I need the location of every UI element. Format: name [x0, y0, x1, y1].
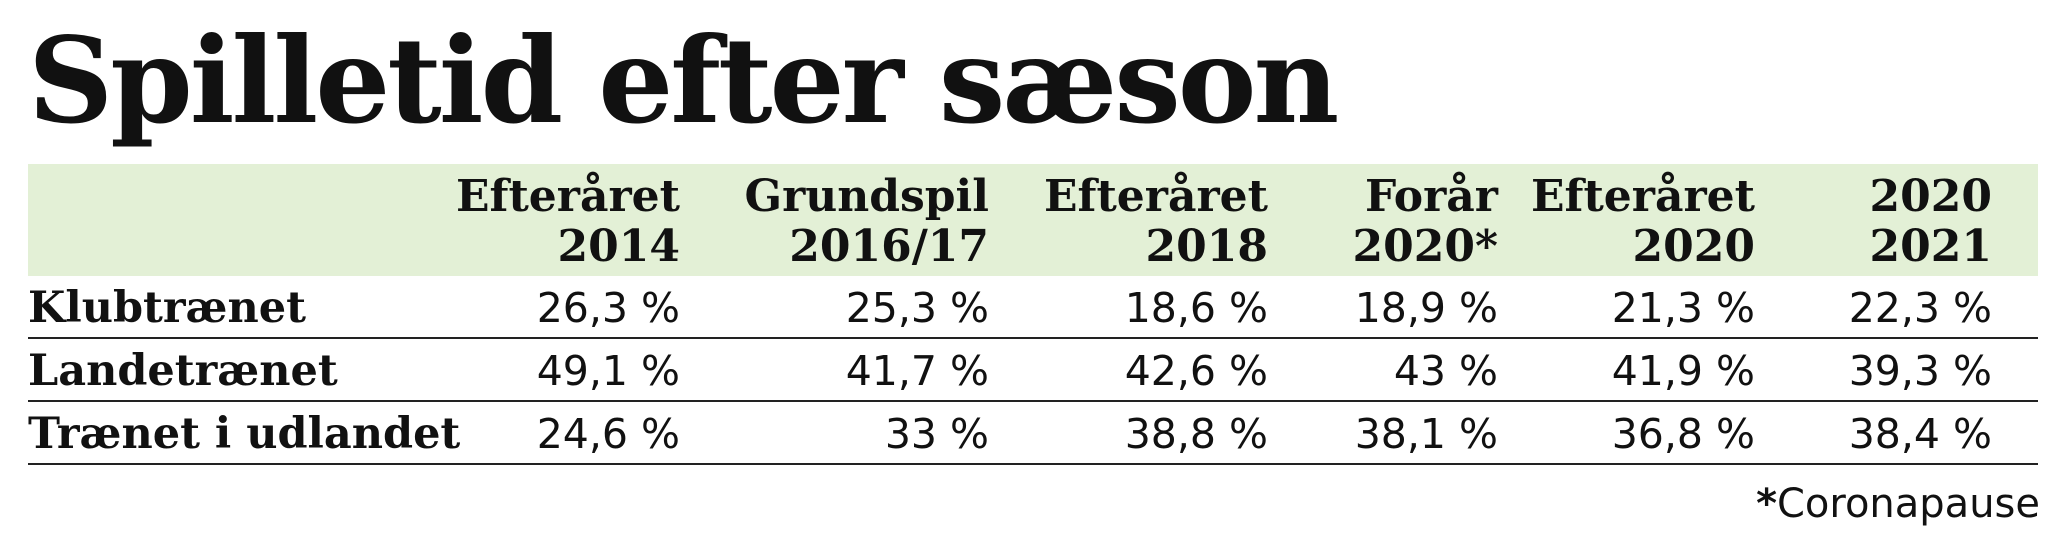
table-cell: 18,9 % — [1354, 284, 1498, 332]
column-header: Grundspil 2016/17 — [745, 172, 989, 272]
table-cell: 38,1 % — [1354, 410, 1498, 458]
table-cell: 25,3 % — [845, 284, 989, 332]
table-cell: 33 % — [884, 410, 989, 458]
chart-title: Spilletid efter sæson — [28, 11, 1339, 150]
table-row: Landetrænet 49,1 % 41,7 % 42,6 % 43 % 41… — [28, 339, 2038, 402]
table-cell: 22,3 % — [1848, 284, 1992, 332]
column-header-line1: Forår — [1364, 171, 1498, 222]
footnote-star: * — [1756, 481, 1777, 527]
column-header-line1: Efteråret — [456, 171, 680, 222]
column-header-line2: 2018 — [1145, 221, 1268, 272]
table-header: Efteråret 2014 Grundspil 2016/17 Efterår… — [28, 164, 2038, 276]
footnote-text: Coronapause — [1776, 481, 2040, 527]
column-header-line2: 2020 — [1632, 221, 1755, 272]
column-header: Efteråret 2018 — [1044, 172, 1268, 272]
row-label: Klubtrænet — [28, 283, 306, 333]
table-cell: 41,9 % — [1611, 347, 1755, 395]
table-cell: 43 % — [1393, 347, 1498, 395]
table-cell: 42,6 % — [1124, 347, 1268, 395]
table-row: Trænet i udlandet 24,6 % 33 % 38,8 % 38,… — [28, 402, 2038, 465]
table-cell: 24,6 % — [536, 410, 680, 458]
table-cell: 49,1 % — [536, 347, 680, 395]
table-cell: 26,3 % — [536, 284, 680, 332]
footnote: *Coronapause — [1756, 480, 2040, 528]
table-cell: 38,4 % — [1848, 410, 1992, 458]
table-cell: 36,8 % — [1611, 410, 1755, 458]
column-header: Efteråret 2020 — [1531, 172, 1755, 272]
table-cell: 21,3 % — [1611, 284, 1755, 332]
column-header-line2: 2016/17 — [789, 221, 989, 272]
column-header: Efteråret 2014 — [456, 172, 680, 272]
column-header-line1: Efteråret — [1531, 171, 1755, 222]
column-header: Forår 2020* — [1353, 172, 1498, 272]
table-cell: 39,3 % — [1848, 347, 1992, 395]
table-cell: 38,8 % — [1124, 410, 1268, 458]
column-header-line1: Efteråret — [1044, 171, 1268, 222]
table-cell: 18,6 % — [1124, 284, 1268, 332]
table-row: Klubtrænet 26,3 % 25,3 % 18,6 % 18,9 % 2… — [28, 276, 2038, 339]
column-header-line1: 2020 — [1869, 171, 1992, 222]
column-header-line1: Grundspil — [744, 171, 989, 222]
table-cell: 41,7 % — [845, 347, 989, 395]
row-label: Trænet i udlandet — [28, 409, 461, 459]
column-header-line2: 2014 — [557, 221, 680, 272]
column-header: 2020 2021 — [1870, 172, 1992, 272]
row-label: Landetrænet — [28, 346, 338, 396]
column-header-line2: 2020* — [1352, 221, 1498, 272]
data-table: Efteråret 2014 Grundspil 2016/17 Efterår… — [28, 164, 2038, 465]
column-header-line2: 2021 — [1869, 221, 1992, 272]
